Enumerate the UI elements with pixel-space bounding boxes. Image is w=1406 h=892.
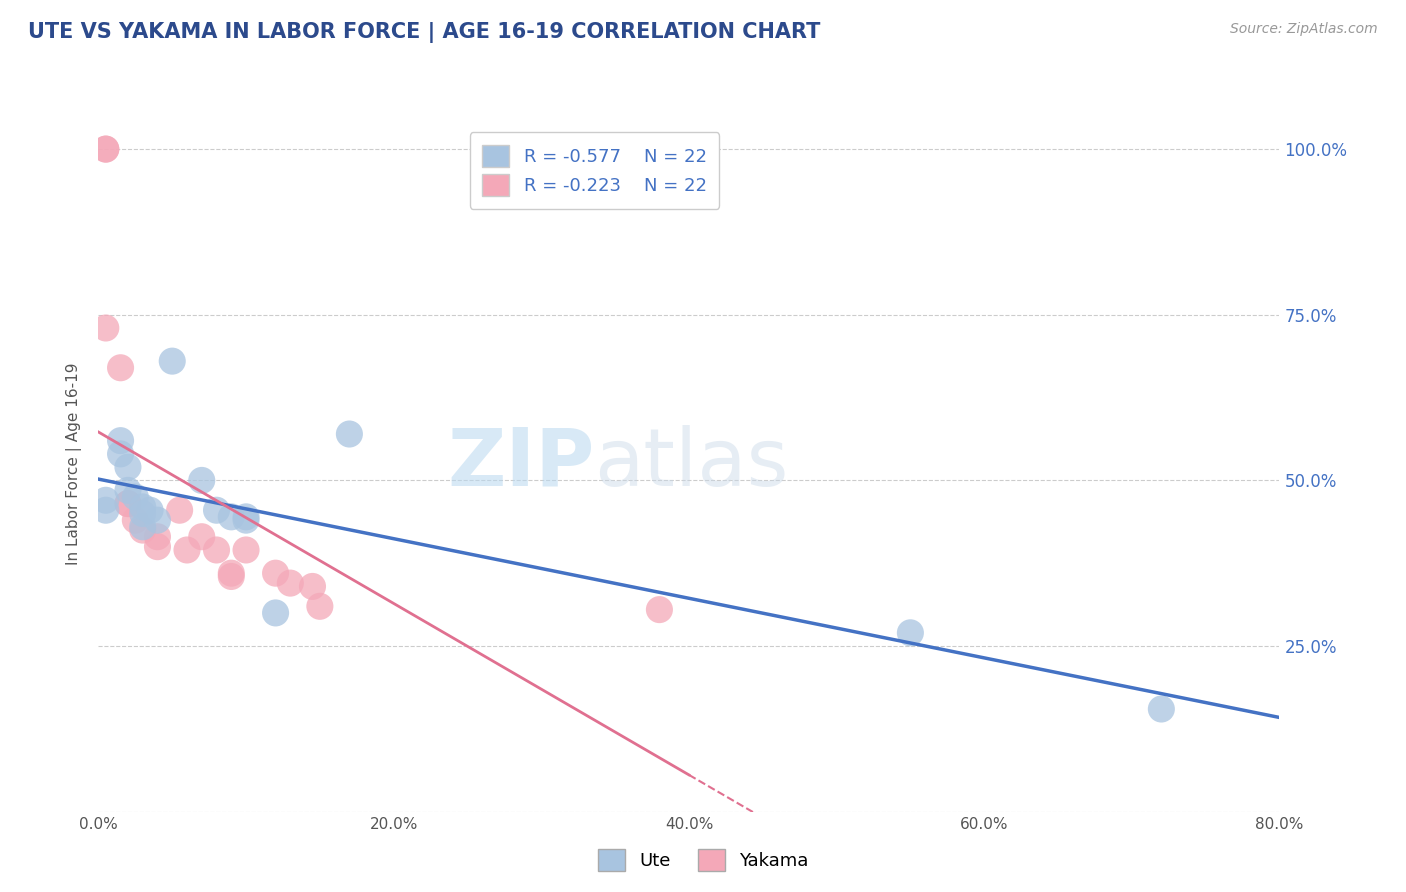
Point bbox=[176, 543, 198, 558]
Point bbox=[146, 530, 169, 544]
Point bbox=[132, 520, 155, 534]
Point bbox=[94, 142, 117, 156]
Point bbox=[117, 483, 139, 498]
Legend: Ute, Yakama: Ute, Yakama bbox=[591, 842, 815, 879]
Point bbox=[146, 540, 169, 554]
Text: UTE VS YAKAMA IN LABOR FORCE | AGE 16-19 CORRELATION CHART: UTE VS YAKAMA IN LABOR FORCE | AGE 16-19… bbox=[28, 22, 821, 44]
Point bbox=[264, 566, 287, 581]
Point bbox=[117, 497, 139, 511]
Point bbox=[900, 625, 922, 640]
Point bbox=[117, 497, 139, 511]
Text: Source: ZipAtlas.com: Source: ZipAtlas.com bbox=[1230, 22, 1378, 37]
Point bbox=[132, 500, 155, 514]
Point bbox=[132, 523, 155, 537]
Point bbox=[139, 503, 162, 517]
Point bbox=[110, 447, 132, 461]
Point bbox=[648, 602, 671, 616]
Point bbox=[124, 513, 146, 527]
Point bbox=[94, 503, 117, 517]
Point bbox=[162, 354, 183, 368]
Point bbox=[235, 543, 257, 558]
Point bbox=[205, 543, 228, 558]
Point bbox=[94, 142, 117, 156]
Point bbox=[191, 474, 214, 488]
Text: atlas: atlas bbox=[595, 425, 789, 503]
Point bbox=[117, 460, 139, 475]
Point bbox=[146, 513, 169, 527]
Point bbox=[309, 599, 332, 614]
Point bbox=[191, 530, 214, 544]
Y-axis label: In Labor Force | Age 16-19: In Labor Force | Age 16-19 bbox=[66, 362, 83, 566]
Point bbox=[110, 434, 132, 448]
Legend: R = -0.577    N = 22, R = -0.223    N = 22: R = -0.577 N = 22, R = -0.223 N = 22 bbox=[470, 132, 720, 209]
Point bbox=[278, 576, 302, 591]
Point bbox=[219, 569, 242, 583]
Text: ZIP: ZIP bbox=[447, 425, 595, 503]
Point bbox=[235, 509, 257, 524]
Point bbox=[339, 427, 360, 442]
Point bbox=[219, 566, 242, 581]
Point bbox=[235, 513, 257, 527]
Point bbox=[94, 321, 117, 335]
Point bbox=[169, 503, 191, 517]
Point bbox=[1150, 702, 1173, 716]
Point bbox=[264, 606, 287, 620]
Point bbox=[301, 579, 323, 593]
Point bbox=[110, 360, 132, 375]
Point bbox=[219, 509, 242, 524]
Point bbox=[205, 503, 228, 517]
Point bbox=[132, 507, 155, 521]
Point bbox=[124, 490, 146, 504]
Point bbox=[94, 493, 117, 508]
